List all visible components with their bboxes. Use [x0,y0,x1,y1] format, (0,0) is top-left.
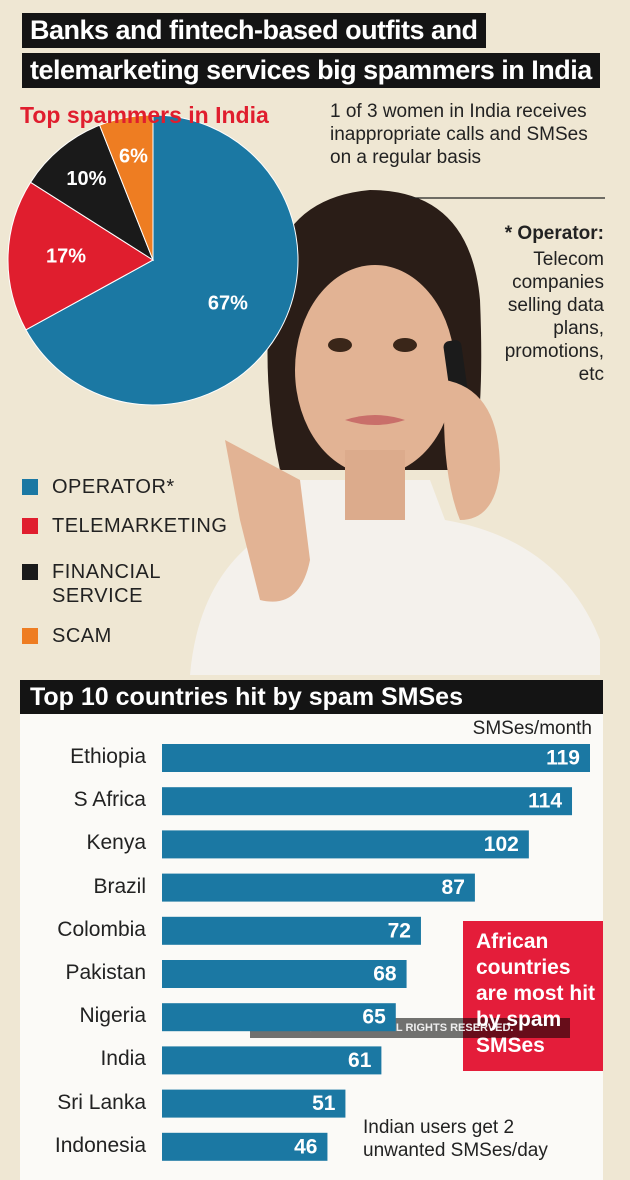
bar-value: 87 [442,876,465,899]
pie-slice [7,181,154,331]
bar [162,1046,382,1075]
bar-value: 72 [388,919,411,942]
bar-value: 46 [294,1135,317,1158]
legend-swatch [22,479,38,495]
pie-label: 6% [119,146,148,168]
category-label: S Africa [73,788,146,812]
bar [162,787,573,816]
bar [162,873,475,902]
pie-label: 10% [66,168,106,190]
unit-label: SMSes/month [472,718,592,739]
photo [190,190,600,675]
operator-heading: * Operator: [504,223,604,244]
bar [162,960,407,988]
category-label: Brazil [93,874,146,898]
pie-slice [29,124,155,262]
pie-label: 67% [208,293,248,315]
bar [162,1089,346,1118]
title-line: Banks and fintech-based outfits and [22,13,486,48]
title-line: telemarketing services big spammers in I… [22,53,600,88]
operator-note: Telecom companies selling data plans, pr… [504,249,604,385]
legend-swatch [22,518,38,534]
category-label: Sri Lanka [57,1090,146,1114]
legend-swatch [22,564,38,580]
legend-label: OPERATOR* [52,476,175,498]
category-label: Ethiopia [70,745,146,768]
bar [162,744,590,772]
category-label: India [100,1047,146,1071]
legend-swatch [22,628,38,644]
callout-box [463,921,603,1071]
note: 1 of 3 women in India receives inappropr… [330,101,588,168]
bar [162,1003,396,1032]
bar [162,1132,328,1161]
bar-value: 51 [312,1092,336,1115]
category-label: Kenya [86,831,146,855]
legend-label: FINANCIAL SERVICE [52,561,161,607]
bar-value: 119 [546,747,580,770]
category-label: Colombia [57,917,146,941]
callout: African countries are most hit by spam S… [476,930,596,1057]
bar-value: 114 [528,790,562,813]
pie-label: 17% [46,246,86,268]
bar-title: Top 10 countries hit by spam SMSes [30,683,463,711]
legend-label: TELEMARKETING [52,515,228,537]
pie-title: Top spammers in India [20,102,269,128]
pie-slice [98,114,154,261]
bar [162,916,421,945]
pie-slice [25,114,299,406]
legend-label: SCAM [52,625,112,647]
bar-value: 102 [484,833,519,856]
category-label: Nigeria [79,1004,146,1028]
annotation: Indian users get 2 unwanted SMSes/day [363,1117,548,1161]
bar-value: 61 [348,1049,372,1072]
category-label: Pakistan [65,961,146,984]
category-label: Indonesia [54,1133,146,1157]
bar [162,830,529,859]
bar-title-bg [20,680,603,714]
bar-value: 68 [373,963,397,986]
bar-value: 65 [362,1006,386,1029]
